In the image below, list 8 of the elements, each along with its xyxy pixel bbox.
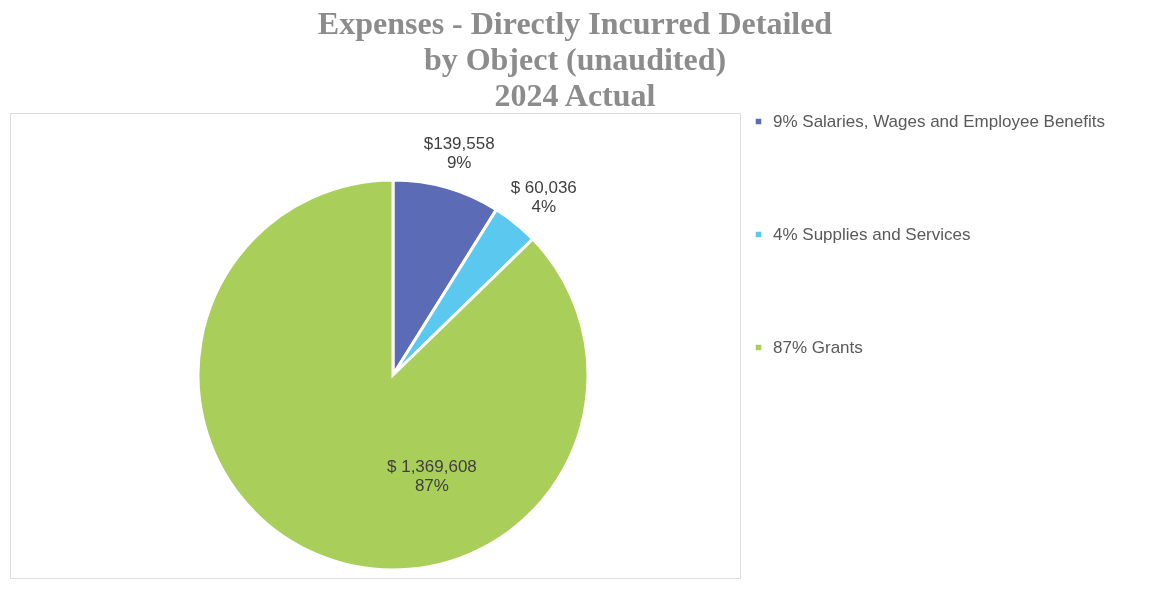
legend-label: 9% Salaries, Wages and Employee Benefits (773, 111, 1105, 131)
data-label: $ 60,036 4% (510, 178, 577, 217)
data-label: $139,558 9% (423, 134, 495, 173)
legend-label: 87% Grants (773, 337, 863, 357)
pie-slice (196, 178, 590, 572)
legend-label: 4% Supplies and Services (773, 224, 971, 244)
chart-title: Expenses - Directly Incurred Detailed by Object (unaudited) 2024 Actual (317, 5, 833, 113)
data-label: $ 1,369,608 87% (387, 457, 477, 496)
